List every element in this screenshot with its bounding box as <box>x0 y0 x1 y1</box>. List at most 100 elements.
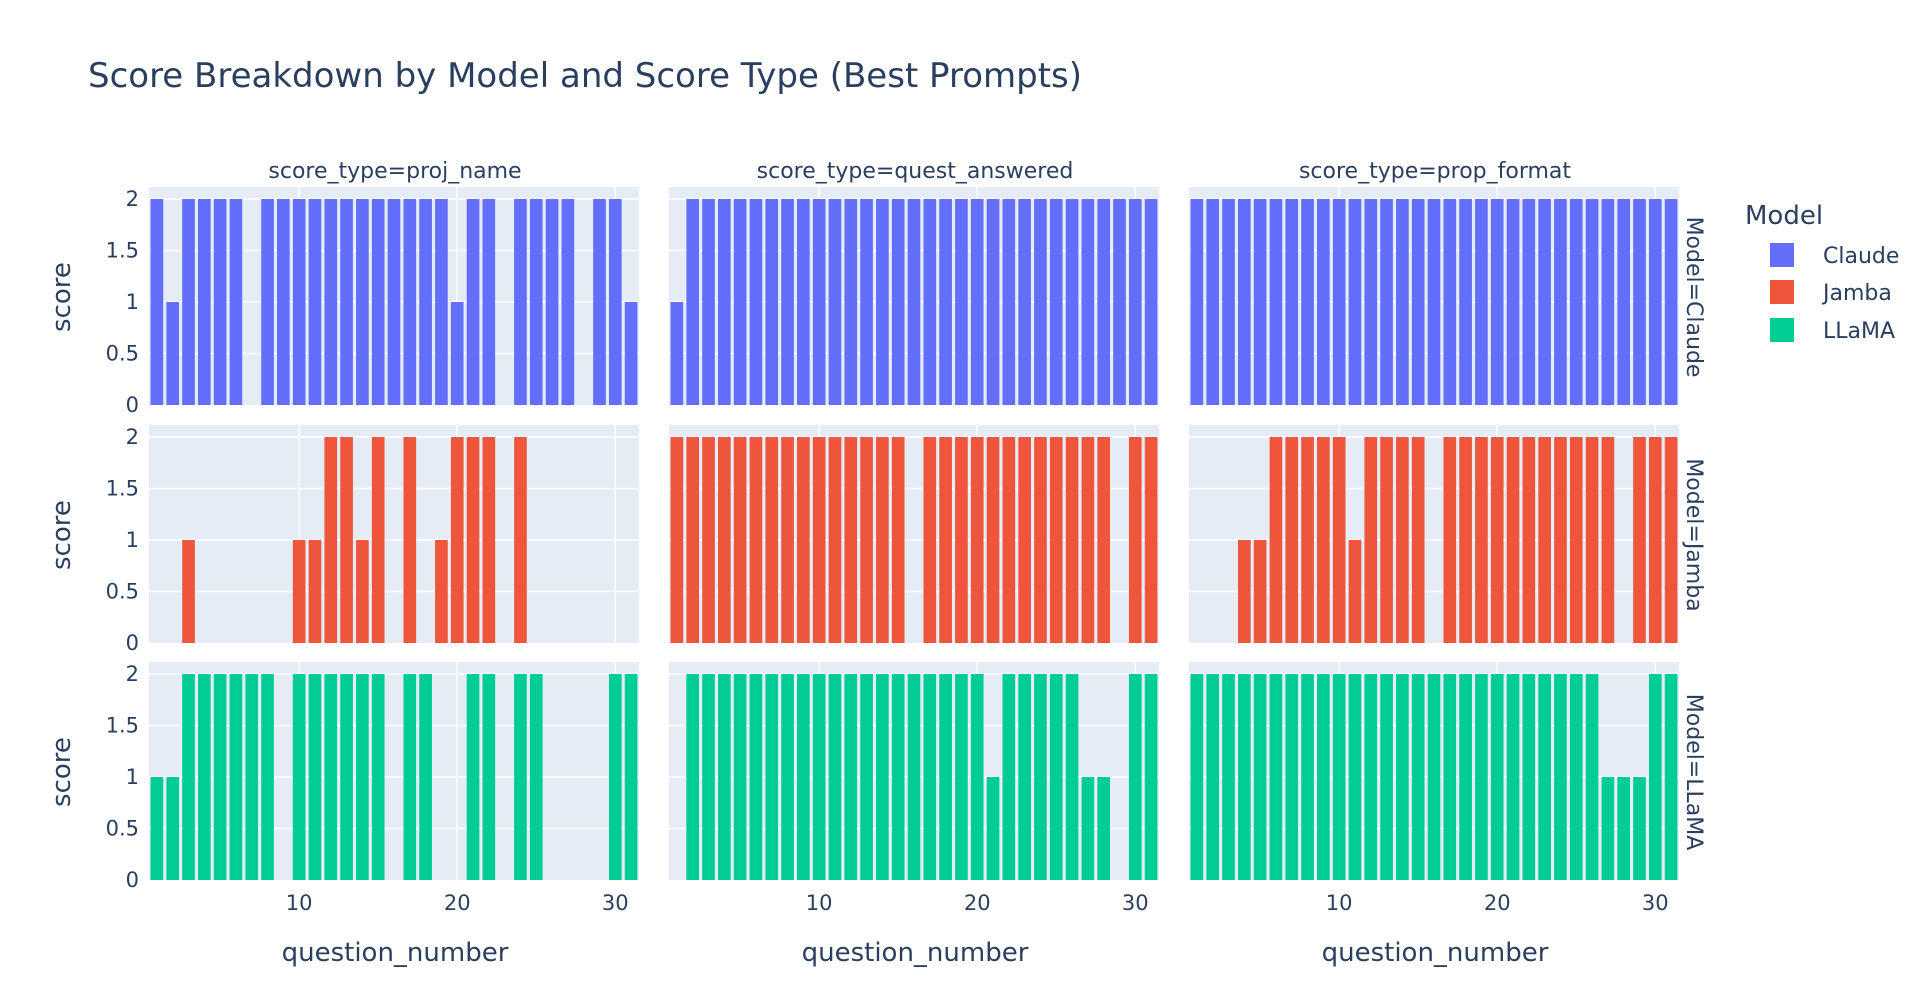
bar-q21[interactable]: question_number=21, score=2 <box>1506 437 1520 643</box>
bar-q3[interactable]: question_number=3, score=2 <box>702 199 715 405</box>
bar-q14[interactable]: question_number=14, score=2 <box>356 199 369 405</box>
bar-q10[interactable]: question_number=10, score=2 <box>292 199 306 405</box>
bar-q13[interactable]: question_number=13, score=2 <box>340 437 353 643</box>
bar-q19[interactable]: question_number=19, score=1 <box>435 540 448 643</box>
bar-q26[interactable]: question_number=26, score=2 <box>1065 674 1079 880</box>
bar-q10[interactable]: question_number=10, score=2 <box>1332 199 1346 405</box>
bar-q5[interactable]: question_number=5, score=2 <box>733 674 747 880</box>
bar-q9[interactable]: question_number=9, score=2 <box>797 674 810 880</box>
bar-q24[interactable]: question_number=24, score=2 <box>514 199 527 405</box>
bar-q5[interactable]: question_number=5, score=2 <box>733 199 747 405</box>
bar-q14[interactable]: question_number=14, score=2 <box>1396 437 1409 643</box>
bar-q19[interactable]: question_number=19, score=2 <box>955 437 968 643</box>
bar-q28[interactable]: question_number=28, score=1 <box>1097 777 1110 880</box>
bar-q13[interactable]: question_number=13, score=2 <box>860 674 873 880</box>
bar-q17[interactable]: question_number=17, score=2 <box>403 199 417 405</box>
bar-q19[interactable]: question_number=19, score=2 <box>435 199 448 405</box>
bar-q10[interactable]: question_number=10, score=2 <box>812 674 826 880</box>
bar-q15[interactable]: question_number=15, score=2 <box>891 199 905 405</box>
legend-item-llama[interactable]: LLaMA <box>1770 318 1895 344</box>
bar-q31[interactable]: question_number=31, score=2 <box>1664 199 1678 405</box>
bar-q15[interactable]: question_number=15, score=2 <box>1411 437 1425 643</box>
bar-q5[interactable]: question_number=5, score=2 <box>213 674 227 880</box>
bar-q31[interactable]: question_number=31, score=1 <box>624 302 638 405</box>
bar-q7[interactable]: question_number=7, score=2 <box>765 199 779 405</box>
bar-q4[interactable]: question_number=4, score=2 <box>198 674 211 880</box>
bar-q14[interactable]: question_number=14, score=2 <box>876 437 889 643</box>
bar-q3[interactable]: question_number=3, score=2 <box>1222 674 1235 880</box>
bar-q19[interactable]: question_number=19, score=2 <box>1475 437 1488 643</box>
bar-q26[interactable]: question_number=26, score=2 <box>1065 199 1079 405</box>
bar-q17[interactable]: question_number=17, score=2 <box>1443 437 1457 643</box>
bar-q17[interactable]: question_number=17, score=2 <box>403 437 417 643</box>
bar-q26[interactable]: question_number=26, score=2 <box>1065 437 1079 643</box>
bar-q28[interactable]: question_number=28, score=2 <box>1097 437 1110 643</box>
bar-q6[interactable]: question_number=6, score=2 <box>1269 437 1283 643</box>
bar-q30[interactable]: question_number=30, score=2 <box>608 674 622 880</box>
bar-q15[interactable]: question_number=15, score=2 <box>891 437 905 643</box>
bar-q26[interactable]: question_number=26, score=2 <box>1585 437 1599 643</box>
bar-q5[interactable]: question_number=5, score=2 <box>1253 199 1267 405</box>
bar-q3[interactable]: question_number=3, score=2 <box>182 199 195 405</box>
bar-q11[interactable]: question_number=11, score=2 <box>1348 199 1362 405</box>
bar-q2[interactable]: question_number=2, score=2 <box>1206 199 1220 405</box>
bar-q1[interactable]: question_number=1, score=1 <box>670 302 684 405</box>
bar-q26[interactable]: question_number=26, score=2 <box>1585 199 1599 405</box>
bar-q8[interactable]: question_number=8, score=2 <box>1301 437 1314 643</box>
bar-q14[interactable]: question_number=14, score=2 <box>1396 674 1409 880</box>
bar-q9[interactable]: question_number=9, score=2 <box>1317 674 1330 880</box>
bar-q21[interactable]: question_number=21, score=2 <box>986 437 1000 643</box>
bar-q2[interactable]: question_number=2, score=2 <box>686 437 700 643</box>
bar-q11[interactable]: question_number=11, score=1 <box>308 540 322 643</box>
bar-q15[interactable]: question_number=15, score=2 <box>891 674 905 880</box>
bar-q21[interactable]: question_number=21, score=2 <box>466 437 480 643</box>
bar-q6[interactable]: question_number=6, score=2 <box>1269 199 1283 405</box>
bar-q27[interactable]: question_number=27, score=2 <box>1601 437 1615 643</box>
bar-q12[interactable]: question_number=12, score=2 <box>324 199 338 405</box>
bar-q11[interactable]: question_number=11, score=1 <box>1348 540 1362 643</box>
bar-q2[interactable]: question_number=2, score=2 <box>1206 674 1220 880</box>
bar-q14[interactable]: question_number=14, score=1 <box>356 540 369 643</box>
bar-q16[interactable]: question_number=16, score=2 <box>907 674 921 880</box>
bar-q28[interactable]: question_number=28, score=1 <box>1617 777 1630 880</box>
bar-q27[interactable]: question_number=27, score=2 <box>1601 199 1615 405</box>
bar-q9[interactable]: question_number=9, score=2 <box>1317 437 1330 643</box>
bar-q4[interactable]: question_number=4, score=2 <box>1238 199 1251 405</box>
bar-q4[interactable]: question_number=4, score=2 <box>718 674 731 880</box>
bar-q18[interactable]: question_number=18, score=2 <box>419 674 432 880</box>
bar-q3[interactable]: question_number=3, score=2 <box>182 674 195 880</box>
bar-q12[interactable]: question_number=12, score=2 <box>1364 199 1378 405</box>
bar-q11[interactable]: question_number=11, score=2 <box>828 199 842 405</box>
bar-q30[interactable]: question_number=30, score=2 <box>1128 199 1142 405</box>
bar-q25[interactable]: question_number=25, score=2 <box>1569 199 1583 405</box>
bar-q6[interactable]: question_number=6, score=2 <box>229 199 243 405</box>
bar-q11[interactable]: question_number=11, score=2 <box>1348 674 1362 880</box>
bar-q28[interactable]: question_number=28, score=2 <box>1617 199 1630 405</box>
bar-q20[interactable]: question_number=20, score=2 <box>450 437 464 643</box>
bar-q11[interactable]: question_number=11, score=2 <box>828 437 842 643</box>
bar-q19[interactable]: question_number=19, score=2 <box>955 674 968 880</box>
bar-q10[interactable]: question_number=10, score=2 <box>1332 437 1346 643</box>
bar-q14[interactable]: question_number=14, score=2 <box>876 674 889 880</box>
bar-q24[interactable]: question_number=24, score=2 <box>1034 674 1047 880</box>
bar-q12[interactable]: question_number=12, score=2 <box>324 674 338 880</box>
bar-q14[interactable]: question_number=14, score=2 <box>876 199 889 405</box>
bar-q7[interactable]: question_number=7, score=2 <box>1285 437 1299 643</box>
bar-q17[interactable]: question_number=17, score=2 <box>923 674 937 880</box>
bar-q7[interactable]: question_number=7, score=2 <box>245 674 259 880</box>
bar-q9[interactable]: question_number=9, score=2 <box>797 437 810 643</box>
bar-q24[interactable]: question_number=24, score=2 <box>1554 674 1567 880</box>
bar-q6[interactable]: question_number=6, score=2 <box>749 437 763 643</box>
bar-q8[interactable]: question_number=8, score=2 <box>1301 199 1314 405</box>
bar-q30[interactable]: question_number=30, score=2 <box>1648 199 1662 405</box>
bar-q4[interactable]: question_number=4, score=2 <box>718 199 731 405</box>
bar-q15[interactable]: question_number=15, score=2 <box>371 674 385 880</box>
bar-q16[interactable]: question_number=16, score=2 <box>387 199 401 405</box>
bar-q29[interactable]: question_number=29, score=2 <box>1633 199 1646 405</box>
bar-q29[interactable]: question_number=29, score=2 <box>593 199 606 405</box>
bar-q6[interactable]: question_number=6, score=2 <box>749 199 763 405</box>
bar-q3[interactable]: question_number=3, score=1 <box>182 540 195 643</box>
bar-q22[interactable]: question_number=22, score=2 <box>1002 674 1016 880</box>
bar-q26[interactable]: question_number=26, score=2 <box>1585 674 1599 880</box>
bar-q18[interactable]: question_number=18, score=2 <box>1459 199 1472 405</box>
